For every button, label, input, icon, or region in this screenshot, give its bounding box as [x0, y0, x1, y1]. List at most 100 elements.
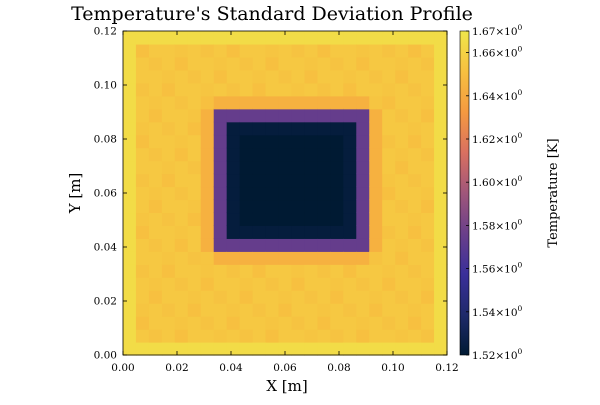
heatmap-cell: [213, 186, 228, 201]
heatmap-cell: [356, 43, 370, 58]
colorbar-tick-label: 1.66×100: [472, 45, 523, 60]
heatmap-cell: [369, 121, 383, 136]
heatmap-cell: [330, 147, 344, 162]
heatmap-cell: [161, 186, 176, 201]
heatmap-cell: [200, 251, 215, 265]
heatmap-cell: [200, 95, 215, 110]
heatmap-cell: [369, 186, 383, 201]
heatmap-cell: [356, 199, 370, 214]
heatmap-cell: [291, 121, 306, 136]
heatmap-cell: [343, 238, 357, 252]
y-tick-label: 0.06: [94, 188, 118, 200]
heatmap-cell: [434, 329, 448, 343]
heatmap-cell: [265, 342, 280, 356]
heatmap-cell: [278, 225, 293, 239]
heatmap-cell: [174, 43, 189, 58]
heatmap-cell: [174, 31, 189, 45]
heatmap-cell: [200, 225, 215, 239]
heatmap-cell: [291, 238, 306, 252]
heatmap-cell: [330, 277, 344, 291]
heatmap-cell: [123, 186, 137, 201]
heatmap-cell: [148, 290, 163, 304]
heatmap-cell: [148, 108, 163, 123]
heatmap-cell: [187, 264, 202, 278]
heatmap-cell: [161, 329, 176, 343]
heatmap-cell: [213, 316, 228, 330]
heatmap-cell: [226, 121, 241, 136]
heatmap-cell: [382, 290, 396, 304]
y-tick-label: 0.08: [94, 134, 117, 146]
heatmap-cell: [434, 238, 448, 252]
heatmap-cell: [135, 121, 150, 136]
heatmap-cell: [174, 134, 189, 149]
heatmap-cell: [330, 290, 344, 304]
heatmap-cell: [434, 147, 448, 162]
heatmap-cell: [434, 95, 448, 110]
heatmap-cell: [330, 251, 344, 265]
heatmap-cell: [395, 134, 409, 149]
heatmap-cell: [421, 31, 435, 45]
heatmap-cell: [174, 316, 189, 330]
heatmap-cell: [330, 264, 344, 278]
heatmap-cell: [421, 56, 435, 71]
heatmap-cell: [317, 316, 331, 330]
heatmap-cell: [123, 225, 137, 239]
heatmap-cell: [434, 31, 448, 45]
heatmap-cell: [187, 212, 202, 226]
heatmap-cell: [239, 160, 254, 175]
heatmap-cell: [434, 69, 448, 84]
heatmap-cell: [187, 329, 202, 343]
heatmap-cell: [343, 329, 357, 343]
heatmap-cell: [278, 303, 293, 317]
heatmap-cell: [382, 186, 396, 201]
heatmap-cell: [421, 225, 435, 239]
heatmap-cell: [369, 290, 383, 304]
heatmap-cell: [123, 95, 137, 110]
heatmap-cell: [382, 160, 396, 175]
heatmap-cell: [304, 147, 318, 162]
heatmap-cell: [200, 147, 215, 162]
heatmap-cell: [330, 186, 344, 201]
heatmap-cell: [174, 186, 189, 201]
heatmap-cell: [291, 329, 306, 343]
heatmap-cell: [356, 264, 370, 278]
heatmap-cell: [174, 264, 189, 278]
heatmap-cell: [317, 108, 331, 123]
heatmap-cell: [317, 56, 331, 71]
heatmap-cell: [421, 316, 435, 330]
heatmap-cell: [278, 251, 293, 265]
heatmap-cell: [408, 43, 422, 58]
heatmap-cell: [356, 173, 370, 188]
heatmap-cell: [421, 238, 435, 252]
heatmap-cell: [278, 173, 293, 188]
heatmap-cell: [343, 43, 357, 58]
x-tick-label: 0.02: [165, 362, 188, 374]
heatmap-cell: [382, 95, 396, 110]
heatmap-cell: [317, 212, 331, 226]
heatmap-cell: [408, 212, 422, 226]
heatmap-cell: [174, 251, 189, 265]
heatmap-cell: [200, 238, 215, 252]
heatmap-cell: [343, 316, 357, 330]
heatmap-cell: [161, 69, 176, 84]
heatmap-cell: [421, 95, 435, 110]
heatmap-cell: [356, 121, 370, 136]
heatmap-cell: [135, 303, 150, 317]
heatmap-cell: [330, 199, 344, 214]
colorbar-tick-label: 1.67×100: [472, 23, 523, 38]
heatmap-cell: [356, 82, 370, 97]
heatmap-cell: [213, 277, 228, 291]
heatmap-cell: [304, 290, 318, 304]
heatmap-cell: [174, 225, 189, 239]
heatmap-cell: [265, 43, 280, 58]
heatmap-cell: [252, 225, 267, 239]
heatmap-cell: [200, 69, 215, 84]
heatmap-cell: [408, 147, 422, 162]
heatmap-cell: [265, 329, 280, 343]
heatmap-cell: [239, 56, 254, 71]
heatmap-cell: [161, 134, 176, 149]
heatmap-cell: [304, 69, 318, 84]
heatmap-cell: [278, 82, 293, 97]
x-tick-label: 0.06: [273, 362, 297, 374]
